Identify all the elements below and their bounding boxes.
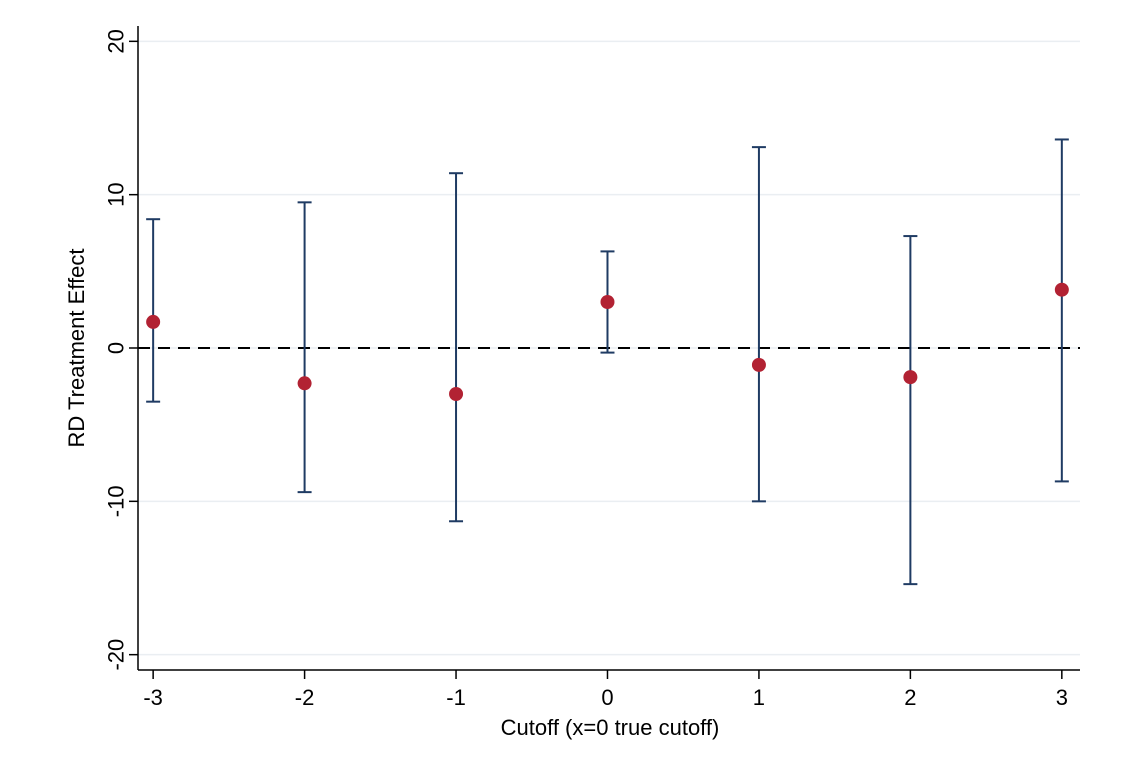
x-tick-label: 1: [753, 685, 765, 710]
y-axis-title: RD Treatment Effect: [64, 249, 89, 448]
y-tick-label: 10: [104, 182, 129, 206]
y-tick-label: 0: [104, 342, 129, 354]
point-estimate: [600, 295, 615, 309]
x-tick-label: -1: [446, 685, 466, 710]
y-tick-label: 20: [104, 29, 129, 53]
x-tick-label: -2: [295, 685, 315, 710]
confidence-intervals: [146, 138, 1069, 586]
y-tick-label: -20: [104, 639, 129, 671]
point-estimate: [1054, 282, 1069, 297]
x-tick-label: 2: [904, 685, 916, 710]
point-estimates: [146, 282, 1069, 401]
x-tick-label: -3: [143, 685, 163, 710]
x-tick-label: 3: [1056, 685, 1068, 710]
x-tick-label: 0: [601, 685, 613, 710]
x-axis-title: Cutoff (x=0 true cutoff): [501, 715, 720, 740]
y-tick-label: -10: [104, 485, 129, 517]
point-estimate: [751, 357, 766, 372]
point-estimate: [449, 387, 464, 401]
point-estimate: [146, 314, 161, 329]
point-estimate: [297, 376, 312, 391]
point-estimate: [903, 370, 918, 385]
